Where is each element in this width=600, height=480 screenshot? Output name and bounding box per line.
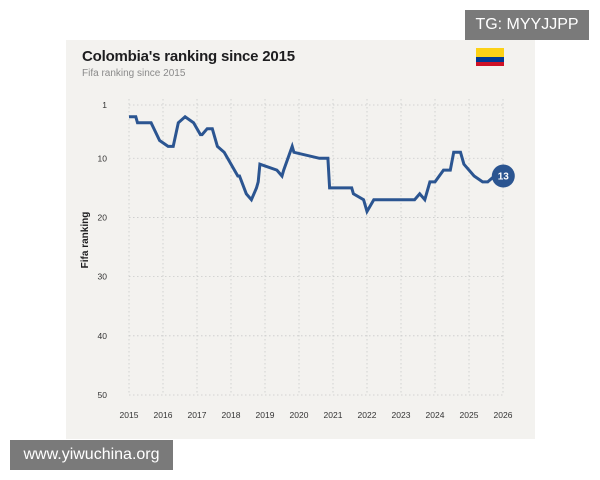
chart-title: Colombia's ranking since 2015 bbox=[82, 48, 295, 65]
x-gridlines bbox=[128, 99, 504, 395]
x-tick-labels: 2015 2016 2017 2018 2019 2020 2021 2022 2023 2024… bbox=[120, 410, 513, 420]
x-tick-label: 2020 bbox=[290, 410, 309, 420]
chart-subtitle: Fifa ranking since 2015 bbox=[82, 68, 186, 79]
end-value-label: 13 bbox=[498, 172, 510, 183]
flag-stripe-yellow bbox=[476, 48, 504, 57]
x-tick-label: 2022 bbox=[358, 410, 377, 420]
x-tick-label: 2026 bbox=[494, 410, 513, 420]
y-tick-label: 10 bbox=[98, 153, 108, 163]
flag-stripe-red bbox=[476, 61, 504, 66]
x-tick-label: 2024 bbox=[426, 410, 445, 420]
watermark-bottom: www.yiwuchina.org bbox=[10, 440, 173, 470]
y-tick-label: 50 bbox=[98, 390, 108, 400]
y-tick-label: 1 bbox=[102, 100, 107, 110]
y-tick-labels: 1 10 20 30 40 50 bbox=[98, 100, 108, 400]
series-line bbox=[129, 114, 502, 216]
y-axis-label: Fifa ranking bbox=[80, 212, 91, 269]
y-gridlines bbox=[129, 104, 503, 396]
x-tick-label: 2018 bbox=[222, 410, 241, 420]
x-tick-label: 2025 bbox=[460, 410, 479, 420]
y-tick-label: 20 bbox=[98, 212, 108, 222]
x-tick-label: 2021 bbox=[324, 410, 343, 420]
x-tick-label: 2019 bbox=[256, 410, 275, 420]
chart-panel: Colombia's ranking since 2015 Fifa ranki… bbox=[66, 40, 535, 439]
series-group: 13 bbox=[129, 114, 515, 216]
watermark-top: TG: MYYJJPP bbox=[465, 10, 589, 40]
colombia-flag-icon bbox=[476, 48, 504, 66]
x-tick-label: 2015 bbox=[120, 410, 139, 420]
y-tick-label: 40 bbox=[98, 331, 108, 341]
y-tick-label: 30 bbox=[98, 272, 108, 282]
end-value-marker bbox=[491, 164, 515, 188]
line-chart: 2015 2016 2017 2018 2019 2020 2021 2022 2023 2024… bbox=[80, 99, 515, 420]
x-tick-label: 2023 bbox=[392, 410, 411, 420]
x-tick-label: 2017 bbox=[188, 410, 207, 420]
flag-stripe-blue bbox=[476, 57, 504, 62]
x-tick-label: 2016 bbox=[154, 410, 173, 420]
